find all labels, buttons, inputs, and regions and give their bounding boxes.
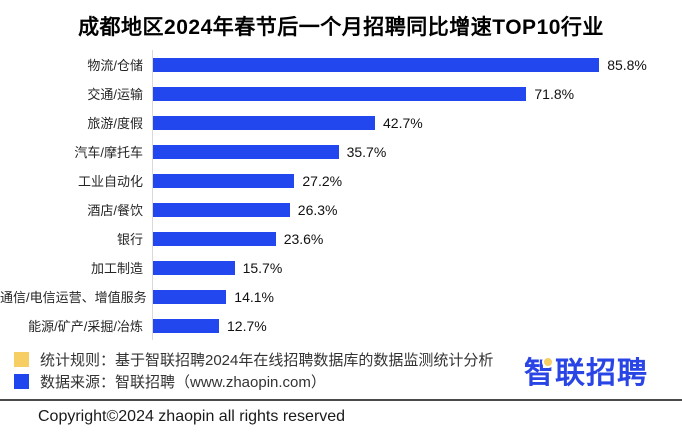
value-label: 85.8% [607,56,647,73]
bar-chart: 物流/仓储 85.8% 交通/运输 71.8% 旅游/度假 42.7% 汽车/摩托车 35.7… [0,50,682,340]
bar[interactable] [153,260,235,275]
category-label: 旅游/度假 [87,116,143,131]
footer-legend: 统计规则：基于智联招聘2024年在线招聘数据库的数据监测统计分析 数据来源：智联… [14,351,493,395]
plot-area: 42.7% [152,108,682,137]
plot-area: 26.3% [152,195,682,224]
bar-row: 交通/运输 71.8% [0,79,682,108]
chart-title: 成都地区2024年春节后一个月招聘同比增速TOP10行业 [78,16,604,39]
plot-area: 12.7% [152,311,682,340]
category-label: 工业自动化 [77,174,143,189]
category-label: 通信/电信运营、增值服务 [0,290,147,305]
value-label: 42.7% [383,114,423,131]
bar-row: 能源/矿产/采掘/冶炼 12.7% [0,311,682,340]
bar[interactable] [153,318,219,333]
bar-row: 物流/仓储 85.8% [0,50,682,79]
bar-row: 汽车/摩托车 35.7% [0,137,682,166]
blue-swatch-icon [14,374,29,389]
zhaopin-logo-dot-icon [542,356,554,368]
bar[interactable] [153,231,276,246]
value-label: 35.7% [346,143,387,160]
category-label: 物流/仓储 [87,58,143,73]
bar[interactable] [153,57,600,72]
legend-source-label: 数据来源：智联招聘（www.zhaopin.com） [40,374,326,391]
plot-area: 14.1% [152,282,682,311]
footer-divider [0,399,682,401]
value-label: 14.1% [234,288,274,305]
bar[interactable] [153,289,227,304]
bar[interactable] [153,144,339,159]
category-label: 银行 [116,232,143,247]
bar-row: 酒店/餐饮 26.3% [0,195,682,224]
value-label: 23.6% [283,230,324,247]
plot-area: 15.7% [152,253,682,282]
category-label: 交通/运输 [87,87,143,102]
category-label: 加工制造 [90,261,143,276]
yellow-swatch-icon [14,352,29,367]
value-label: 26.3% [297,201,338,218]
value-label: 12.7% [227,317,267,334]
zhaopin-logo: 智联招聘 [524,354,664,394]
plot-area: 23.6% [152,224,682,253]
bar[interactable] [153,202,290,217]
category-label: 酒店/餐饮 [87,203,143,218]
legend-row-rule: 统计规则：基于智联招聘2024年在线招聘数据库的数据监测统计分析 [14,351,494,369]
bar[interactable] [153,115,375,130]
legend-row-source: 数据来源：智联招聘（www.zhaopin.com） [14,373,493,391]
bar[interactable] [153,86,527,101]
plot-area: 35.7% [152,137,682,166]
bar-row: 通信/电信运营、增值服务 14.1% [0,282,682,311]
plot-area: 27.2% [152,166,682,195]
bar-row: 旅游/度假 42.7% [0,108,682,137]
value-label: 71.8% [534,85,575,102]
bar-row: 工业自动化 27.2% [0,166,682,195]
category-label: 汽车/摩托车 [74,145,143,160]
value-label: 15.7% [242,259,283,276]
bar-row: 银行 23.6% [0,224,682,253]
value-label: 27.2% [302,172,343,189]
plot-area: 71.8% [152,79,682,108]
plot-area: 85.8% [152,50,682,79]
bar-row: 加工制造 15.7% [0,253,682,282]
legend-rule-label: 统计规则：基于智联招聘2024年在线招聘数据库的数据监测统计分析 [40,352,494,369]
copyright-text: Copyright©2024 zhaopin all rights reserv… [38,408,346,425]
category-label: 能源/矿产/采掘/冶炼 [28,319,143,334]
bar[interactable] [153,173,295,188]
